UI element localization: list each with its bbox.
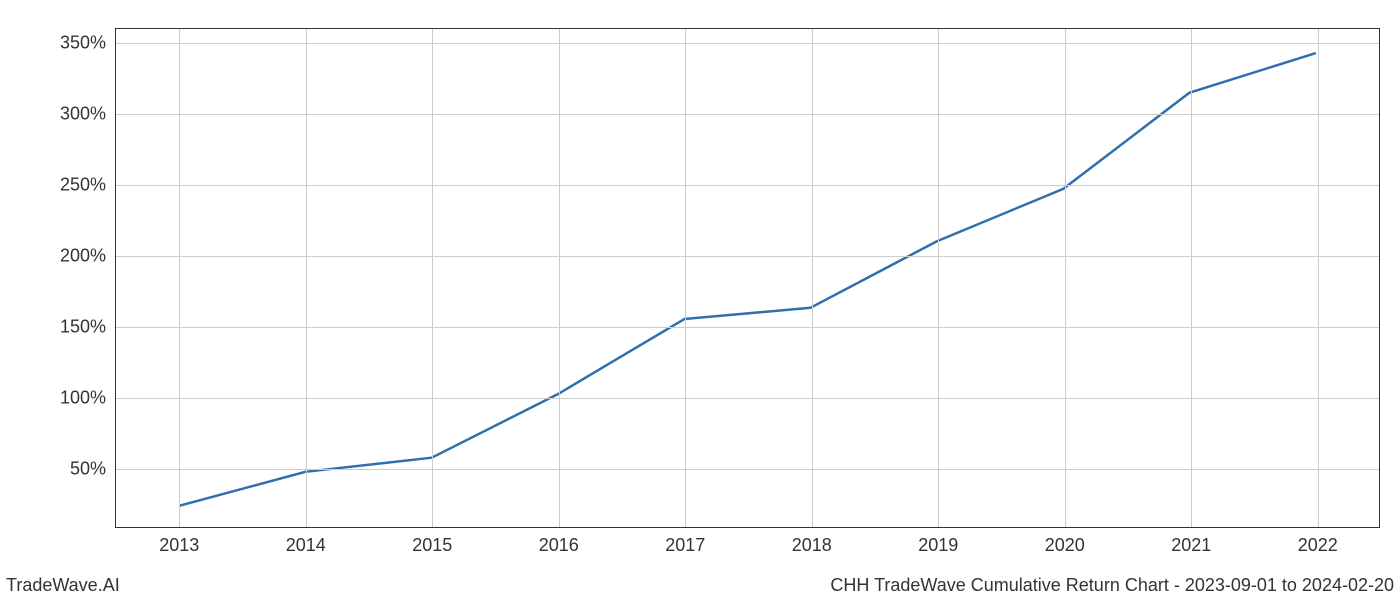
- x-tick-label: 2017: [665, 527, 705, 556]
- grid-line-vertical: [306, 29, 307, 527]
- x-tick-label: 2022: [1298, 527, 1338, 556]
- grid-line-vertical: [179, 29, 180, 527]
- y-tick-label: 200%: [60, 246, 116, 267]
- series-line: [179, 53, 1316, 506]
- grid-line-vertical: [685, 29, 686, 527]
- grid-line-vertical: [1191, 29, 1192, 527]
- x-tick-label: 2013: [159, 527, 199, 556]
- y-tick-label: 50%: [70, 459, 116, 480]
- x-tick-label: 2014: [286, 527, 326, 556]
- y-tick-label: 300%: [60, 104, 116, 125]
- y-tick-label: 100%: [60, 388, 116, 409]
- y-tick-label: 350%: [60, 33, 116, 54]
- grid-line-vertical: [559, 29, 560, 527]
- grid-line-vertical: [432, 29, 433, 527]
- grid-line-vertical: [1065, 29, 1066, 527]
- plot-area: 50%100%150%200%250%300%350%2013201420152…: [115, 28, 1380, 528]
- x-tick-label: 2016: [539, 527, 579, 556]
- grid-line-vertical: [812, 29, 813, 527]
- grid-line-vertical: [938, 29, 939, 527]
- x-tick-label: 2020: [1045, 527, 1085, 556]
- x-tick-label: 2018: [792, 527, 832, 556]
- footer-brand: TradeWave.AI: [6, 575, 120, 596]
- y-tick-label: 250%: [60, 175, 116, 196]
- y-tick-label: 150%: [60, 317, 116, 338]
- footer-caption: CHH TradeWave Cumulative Return Chart - …: [830, 575, 1394, 596]
- x-tick-label: 2021: [1171, 527, 1211, 556]
- grid-line-vertical: [1318, 29, 1319, 527]
- x-tick-label: 2019: [918, 527, 958, 556]
- chart-container: 50% 100% 150% 200% 250% 300% 350% 2013 2014 2015 2…: [0, 0, 1400, 600]
- x-tick-label: 2015: [412, 527, 452, 556]
